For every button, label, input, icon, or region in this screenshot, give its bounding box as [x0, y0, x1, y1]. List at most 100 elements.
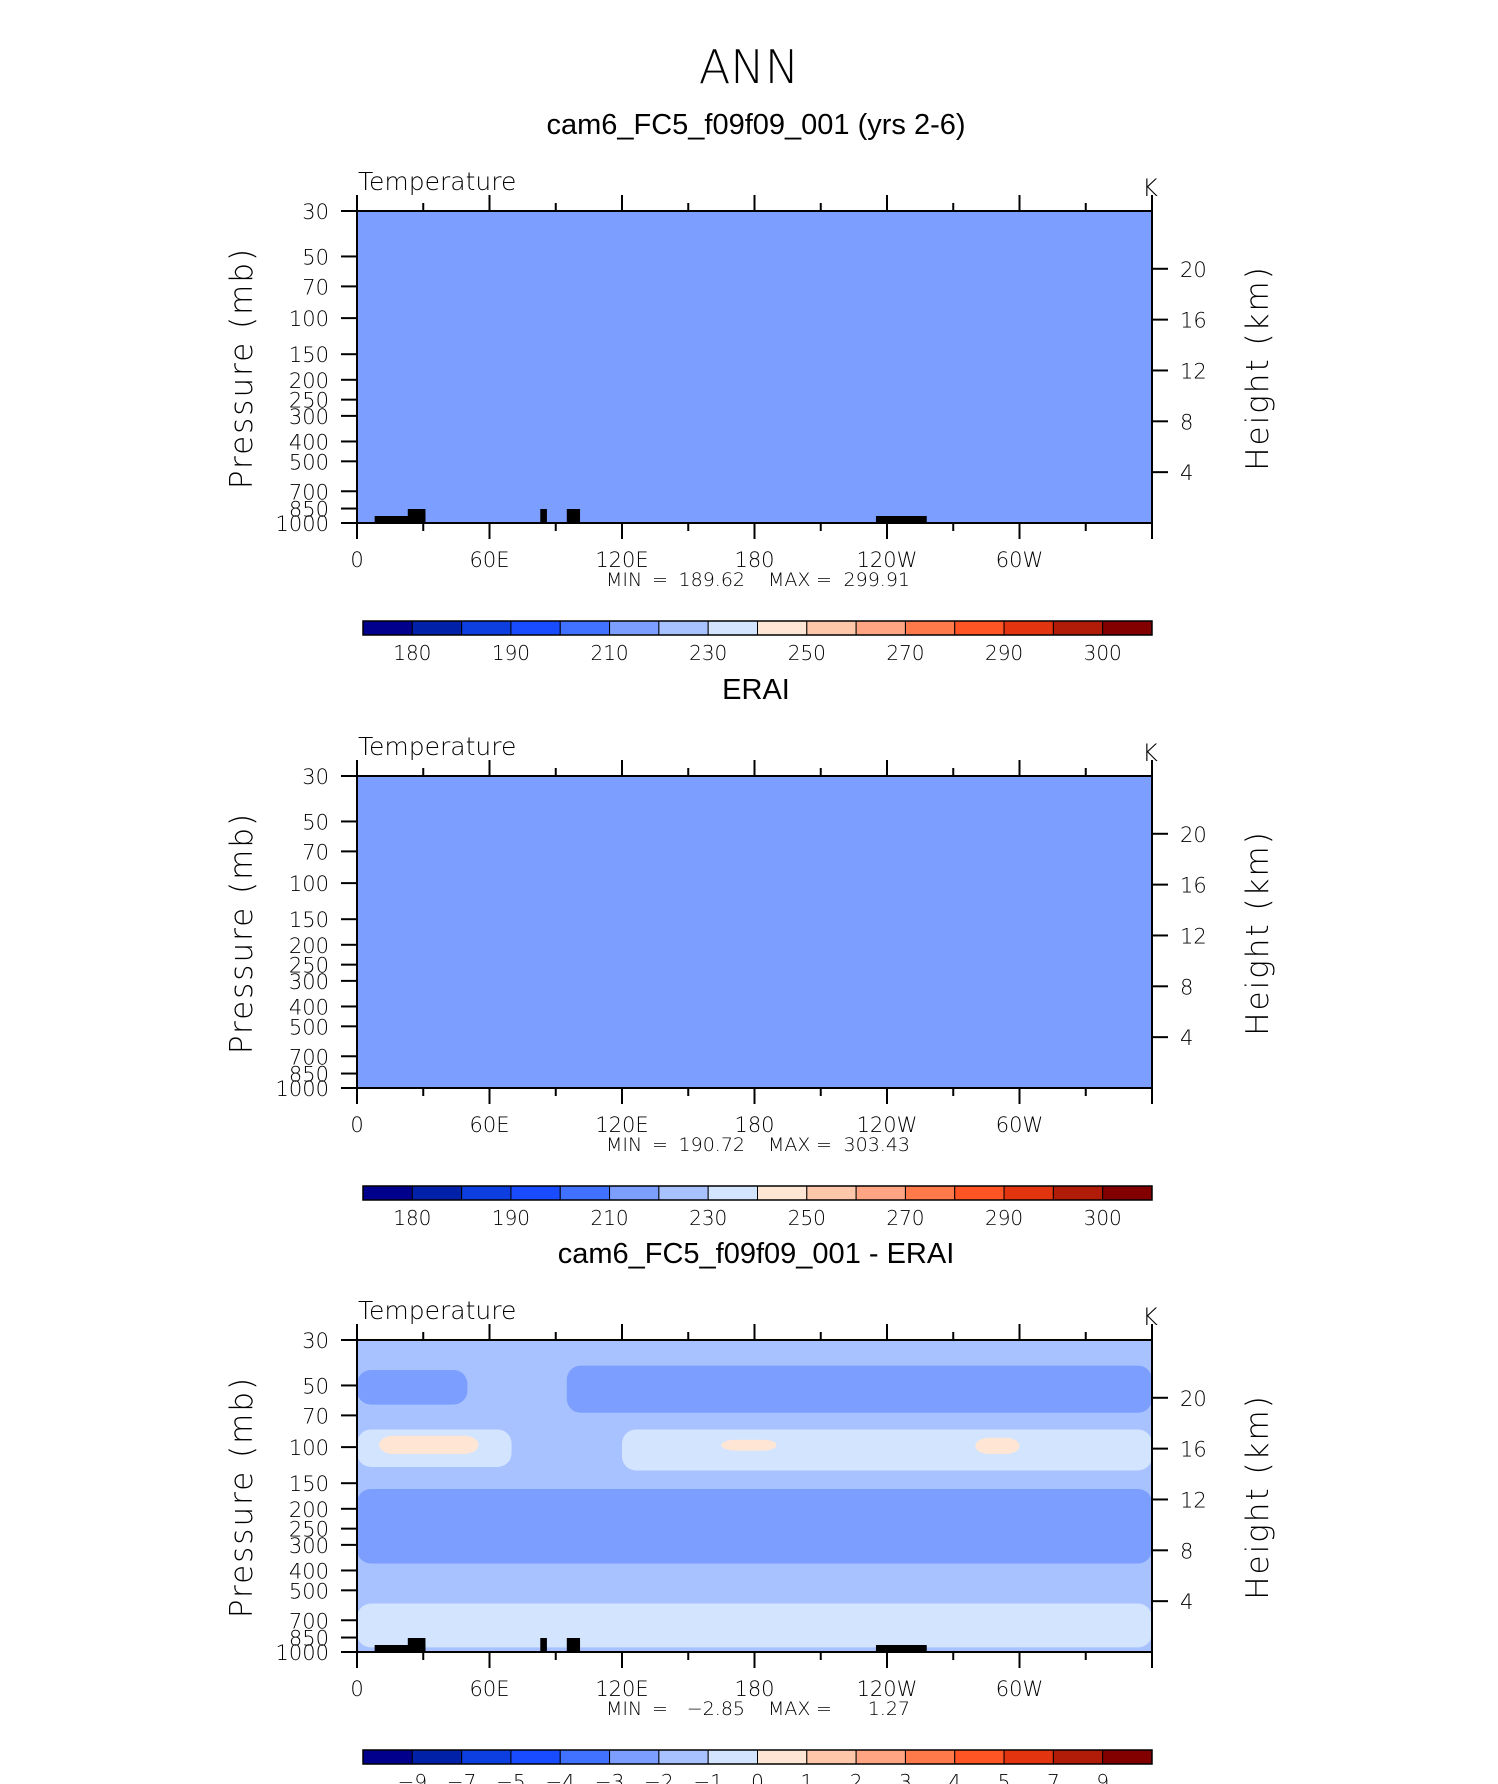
colorbar-swatch — [609, 620, 660, 636]
colorbar-swatch — [461, 1749, 512, 1765]
colorbar-label: 300 — [1084, 1206, 1122, 1230]
max-equals: = — [816, 1698, 832, 1720]
colorbar-swatch — [707, 1185, 758, 1201]
colorbar-swatch — [411, 1749, 463, 1765]
colorbar: 180 190 210 230 250 270 290 300 — [362, 620, 1153, 665]
colorbar-swatch — [658, 1749, 709, 1765]
height-axis-label: Height (km) — [1240, 265, 1276, 471]
colorbar-label: 300 — [1084, 641, 1122, 665]
colorbar-label: 1 — [800, 1770, 813, 1784]
colorbar-swatch — [609, 1185, 660, 1201]
colorbar-swatch — [510, 1185, 561, 1201]
panel-title: ERAI — [722, 674, 790, 706]
y-tick-label: 400 — [289, 1559, 329, 1583]
orography-mask — [875, 1645, 927, 1652]
min-label: MIN — [606, 569, 642, 591]
x-tick-label: 120E — [595, 548, 648, 572]
contour-region — [357, 1603, 1152, 1648]
chart-panel-2: ERAI Temperature K 0 60E 120E 180 120W 60W 30 50 70… — [224, 674, 1276, 1230]
y-axis-label: Pressure (mb) — [224, 247, 260, 489]
y-tick-label: 250 — [289, 389, 329, 413]
colorbar: 180 190 210 230 250 270 290 300 — [362, 1185, 1153, 1230]
y-tick-label: 70 — [302, 840, 329, 864]
y-tick-label: 150 — [289, 1472, 329, 1496]
contour-field — [357, 211, 1152, 523]
colorbar-swatch — [855, 1185, 906, 1201]
colorbar-swatch — [1052, 1185, 1104, 1201]
colorbar-swatch — [362, 1749, 413, 1765]
colorbar-swatch — [1102, 1749, 1153, 1765]
colorbar-label: −4 — [546, 1770, 575, 1784]
x-tick-label: 120E — [595, 1677, 648, 1701]
colorbar-swatch — [1102, 1185, 1153, 1201]
colorbar-swatch — [855, 1749, 906, 1765]
x-tick-label: 120E — [595, 1113, 648, 1137]
colorbar-swatch — [1003, 1749, 1054, 1765]
colorbar-swatch — [904, 1749, 956, 1765]
colorbar-frame — [362, 620, 1153, 636]
units-label: K — [1142, 174, 1158, 202]
y-tick-label: 150 — [289, 343, 329, 367]
colorbar-swatch — [954, 620, 1005, 636]
y-tick-label: 30 — [302, 1329, 329, 1353]
y-tick-label: 200 — [289, 1498, 329, 1522]
colorbar-swatch — [904, 620, 956, 636]
height-tick-label: 20 — [1180, 258, 1207, 282]
colorbar-swatch — [855, 620, 906, 636]
y-tick-label: 30 — [302, 765, 329, 789]
colorbar-swatch — [904, 1185, 956, 1201]
min-label: MIN — [606, 1134, 642, 1156]
x-tick-label: 120W — [857, 548, 918, 572]
chart-panel-1: cam6_FC5_f09f09_001 (yrs 2-6) Temperature… — [224, 109, 1276, 665]
height-tick-label: 16 — [1180, 1438, 1207, 1462]
colorbar-swatch — [1052, 1749, 1104, 1765]
height-tick-label: 4 — [1180, 1026, 1193, 1050]
orography-mask — [566, 509, 581, 523]
y-tick-label: 50 — [302, 1374, 329, 1398]
colorbar-swatch — [658, 1185, 709, 1201]
orography-mask — [407, 509, 426, 523]
colorbar-swatch — [954, 1749, 1005, 1765]
y-tick-label: 1000 — [276, 1077, 329, 1101]
contour-region — [357, 1369, 468, 1405]
y-tick-label: 500 — [289, 1579, 329, 1603]
colorbar-label: 180 — [393, 641, 431, 665]
x-tick-label: 120W — [857, 1677, 918, 1701]
colorbar-label: −7 — [447, 1770, 476, 1784]
colorbar-swatch — [806, 1749, 857, 1765]
orography-mask — [374, 516, 426, 523]
colorbar-label: −1 — [693, 1770, 722, 1784]
colorbar-swatch — [757, 1749, 808, 1765]
min-value: −2.85 — [687, 1698, 745, 1720]
colorbar-swatch — [757, 620, 808, 636]
x-tick-label: 0 — [350, 1677, 363, 1701]
x-tick-label: 60E — [470, 1677, 510, 1701]
height-tick-label: 20 — [1180, 1387, 1207, 1411]
colorbar-swatch — [757, 1185, 808, 1201]
y-tick-label: 850 — [289, 498, 329, 522]
panel-title: cam6_FC5_f09f09_001 (yrs 2-6) — [546, 109, 965, 141]
y-tick-label: 200 — [289, 934, 329, 958]
y-tick-label: 850 — [289, 1627, 329, 1651]
colorbar-label: −5 — [496, 1770, 525, 1784]
y-tick-label: 1000 — [276, 1641, 329, 1665]
y-tick-label: 250 — [289, 954, 329, 978]
colorbar-swatch — [1003, 620, 1054, 636]
colorbar-label: 190 — [492, 1206, 530, 1230]
colorbar-swatch — [411, 620, 463, 636]
contour-field — [357, 776, 1152, 1088]
min-value: 189.62 — [679, 569, 745, 591]
colorbar-label: 180 — [393, 1206, 431, 1230]
colorbar-swatch — [362, 620, 413, 636]
height-tick-label: 8 — [1180, 1539, 1193, 1563]
max-equals: = — [816, 569, 832, 591]
orography-mask — [540, 509, 547, 523]
variable-label: Temperature — [358, 732, 516, 761]
colorbar: −9 −7 −5 −4 −3 −2 −1 0 1 2 3 4 5 7 9 — [362, 1749, 1153, 1784]
colorbar-swatch — [461, 620, 512, 636]
colorbar-swatch — [806, 620, 857, 636]
colorbar-label: 270 — [886, 641, 924, 665]
contour-field — [357, 1340, 1152, 1652]
x-tick-label: 0 — [350, 1113, 363, 1137]
x-tick-label: 180 — [734, 1113, 774, 1137]
